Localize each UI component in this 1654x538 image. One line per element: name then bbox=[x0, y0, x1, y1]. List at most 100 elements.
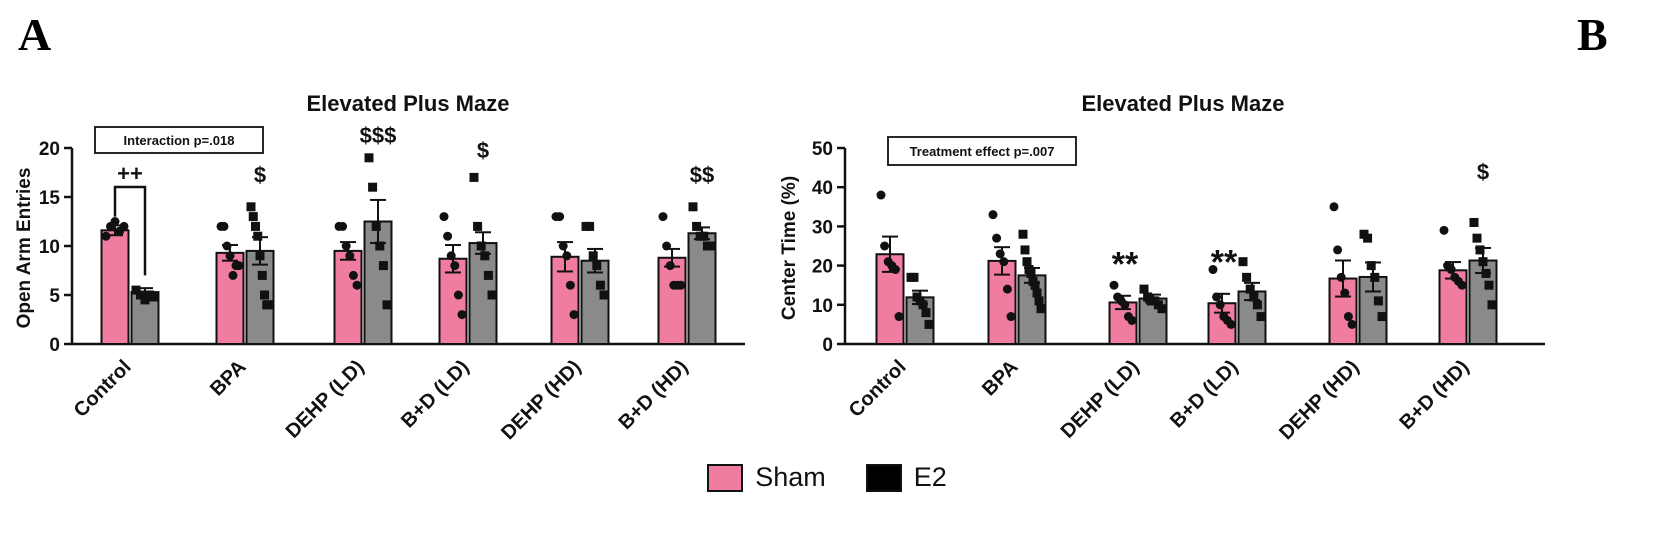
panel-letter-b: B bbox=[1577, 9, 1608, 60]
data-point-sham bbox=[348, 270, 358, 280]
data-point-e2 bbox=[1370, 272, 1380, 282]
x-category-label: BPA bbox=[978, 356, 1022, 400]
legend-item-sham: Sham bbox=[707, 462, 826, 493]
data-point-e2 bbox=[921, 308, 931, 318]
data-point-sham bbox=[880, 241, 890, 251]
data-point-sham bbox=[1340, 288, 1350, 298]
legend-swatch-sham bbox=[707, 463, 744, 492]
data-point-sham bbox=[446, 251, 456, 261]
data-point-e2 bbox=[699, 231, 709, 241]
data-point-e2 bbox=[1366, 261, 1376, 271]
data-point-e2 bbox=[253, 231, 263, 241]
data-point-e2 bbox=[1245, 284, 1255, 294]
data-point-sham bbox=[1215, 300, 1225, 310]
data-point-sham bbox=[225, 251, 235, 261]
data-point-e2 bbox=[260, 290, 269, 300]
data-point-e2 bbox=[1481, 268, 1491, 278]
significance-mark: ** bbox=[1112, 246, 1139, 284]
data-point-sham bbox=[1208, 265, 1218, 275]
data-point-sham bbox=[988, 210, 998, 220]
data-point-sham bbox=[352, 280, 362, 290]
x-category-label: B+D (LD) bbox=[1166, 356, 1242, 432]
significance-mark: $ bbox=[254, 162, 266, 187]
data-point-sham bbox=[228, 270, 238, 280]
x-category-label: B+D (HD) bbox=[1396, 356, 1474, 434]
data-point-sham bbox=[999, 257, 1009, 267]
data-point-sham bbox=[119, 221, 129, 231]
data-point-e2 bbox=[1036, 304, 1046, 314]
data-point-e2 bbox=[1022, 257, 1032, 267]
data-point-e2 bbox=[149, 292, 159, 302]
data-point-e2 bbox=[1026, 268, 1036, 278]
data-point-e2 bbox=[469, 172, 479, 182]
data-point-e2 bbox=[480, 251, 490, 261]
data-point-e2 bbox=[1030, 280, 1040, 290]
data-point-e2 bbox=[692, 221, 702, 231]
data-point-sham bbox=[1127, 315, 1137, 325]
data-point-e2 bbox=[706, 241, 716, 251]
x-category-label: DEHP (LD) bbox=[282, 356, 369, 443]
bar-sham bbox=[333, 249, 363, 345]
x-category-label: Control bbox=[845, 356, 911, 422]
data-point-sham bbox=[341, 241, 351, 251]
x-category-label: DEHP (HD) bbox=[1275, 356, 1363, 444]
x-category-label: BPA bbox=[206, 356, 250, 400]
significance-bracket bbox=[113, 185, 147, 276]
panel-letter-a: A bbox=[18, 9, 51, 60]
data-point-e2 bbox=[131, 285, 141, 295]
data-point-sham bbox=[1329, 202, 1339, 212]
data-point-e2 bbox=[1478, 257, 1488, 267]
data-point-sham bbox=[345, 251, 355, 261]
data-point-sham bbox=[450, 261, 460, 271]
data-point-e2 bbox=[585, 221, 595, 231]
data-point-sham bbox=[894, 312, 904, 322]
legend: Sham E2 bbox=[0, 462, 1654, 493]
x-category-label: Control bbox=[70, 356, 136, 422]
data-point-e2 bbox=[1484, 280, 1494, 290]
data-point-sham bbox=[110, 217, 120, 226]
y-tick-label: 0 bbox=[822, 335, 833, 356]
data-point-e2 bbox=[248, 212, 258, 222]
data-point-e2 bbox=[246, 202, 256, 212]
data-point-e2 bbox=[1377, 312, 1387, 322]
y-tick-label: 10 bbox=[812, 296, 833, 317]
legend-label-sham: Sham bbox=[755, 462, 826, 492]
y-tick-label: 20 bbox=[812, 257, 833, 278]
data-point-e2 bbox=[595, 280, 605, 290]
data-point-e2 bbox=[918, 300, 928, 310]
data-point-sham bbox=[1212, 292, 1222, 302]
data-point-e2 bbox=[257, 270, 267, 280]
data-point-e2 bbox=[264, 300, 274, 310]
data-point-e2 bbox=[1475, 245, 1485, 255]
data-point-sham bbox=[658, 212, 668, 222]
data-point-sham bbox=[101, 231, 111, 241]
data-point-e2 bbox=[368, 182, 378, 192]
bar-sham bbox=[100, 229, 130, 346]
legend-label-e2: E2 bbox=[913, 462, 947, 492]
y-axis-label: Open Arm Entries bbox=[14, 168, 35, 329]
stats-box-label: Treatment effect p=.007 bbox=[910, 144, 1055, 159]
data-point-sham bbox=[995, 249, 1005, 259]
y-tick-label: 40 bbox=[812, 178, 833, 199]
data-point-sham bbox=[558, 241, 568, 251]
x-category-label: DEHP (HD) bbox=[497, 356, 585, 444]
data-point-sham bbox=[876, 190, 886, 200]
data-point-e2 bbox=[1487, 300, 1497, 310]
stats-box bbox=[887, 136, 1077, 166]
data-point-sham bbox=[1120, 300, 1130, 310]
significance-mark: $$ bbox=[690, 162, 714, 187]
data-point-sham bbox=[457, 310, 467, 320]
data-point-e2 bbox=[1373, 296, 1383, 306]
data-point-e2 bbox=[1238, 257, 1248, 267]
data-point-sham bbox=[676, 280, 686, 290]
y-tick-label: 30 bbox=[812, 217, 833, 238]
chart-open-arm-entries: Elevated Plus Maze Open Arm Entries 0 5 10 15… bbox=[14, 91, 745, 444]
x-category-label: B+D (HD) bbox=[615, 356, 693, 434]
data-point-e2 bbox=[487, 290, 497, 300]
data-point-e2 bbox=[382, 300, 392, 310]
data-point-sham bbox=[453, 290, 463, 300]
data-point-e2 bbox=[1249, 292, 1259, 302]
data-point-sham bbox=[1336, 272, 1346, 282]
data-point-e2 bbox=[1472, 233, 1482, 243]
data-point-e2 bbox=[1252, 300, 1262, 310]
